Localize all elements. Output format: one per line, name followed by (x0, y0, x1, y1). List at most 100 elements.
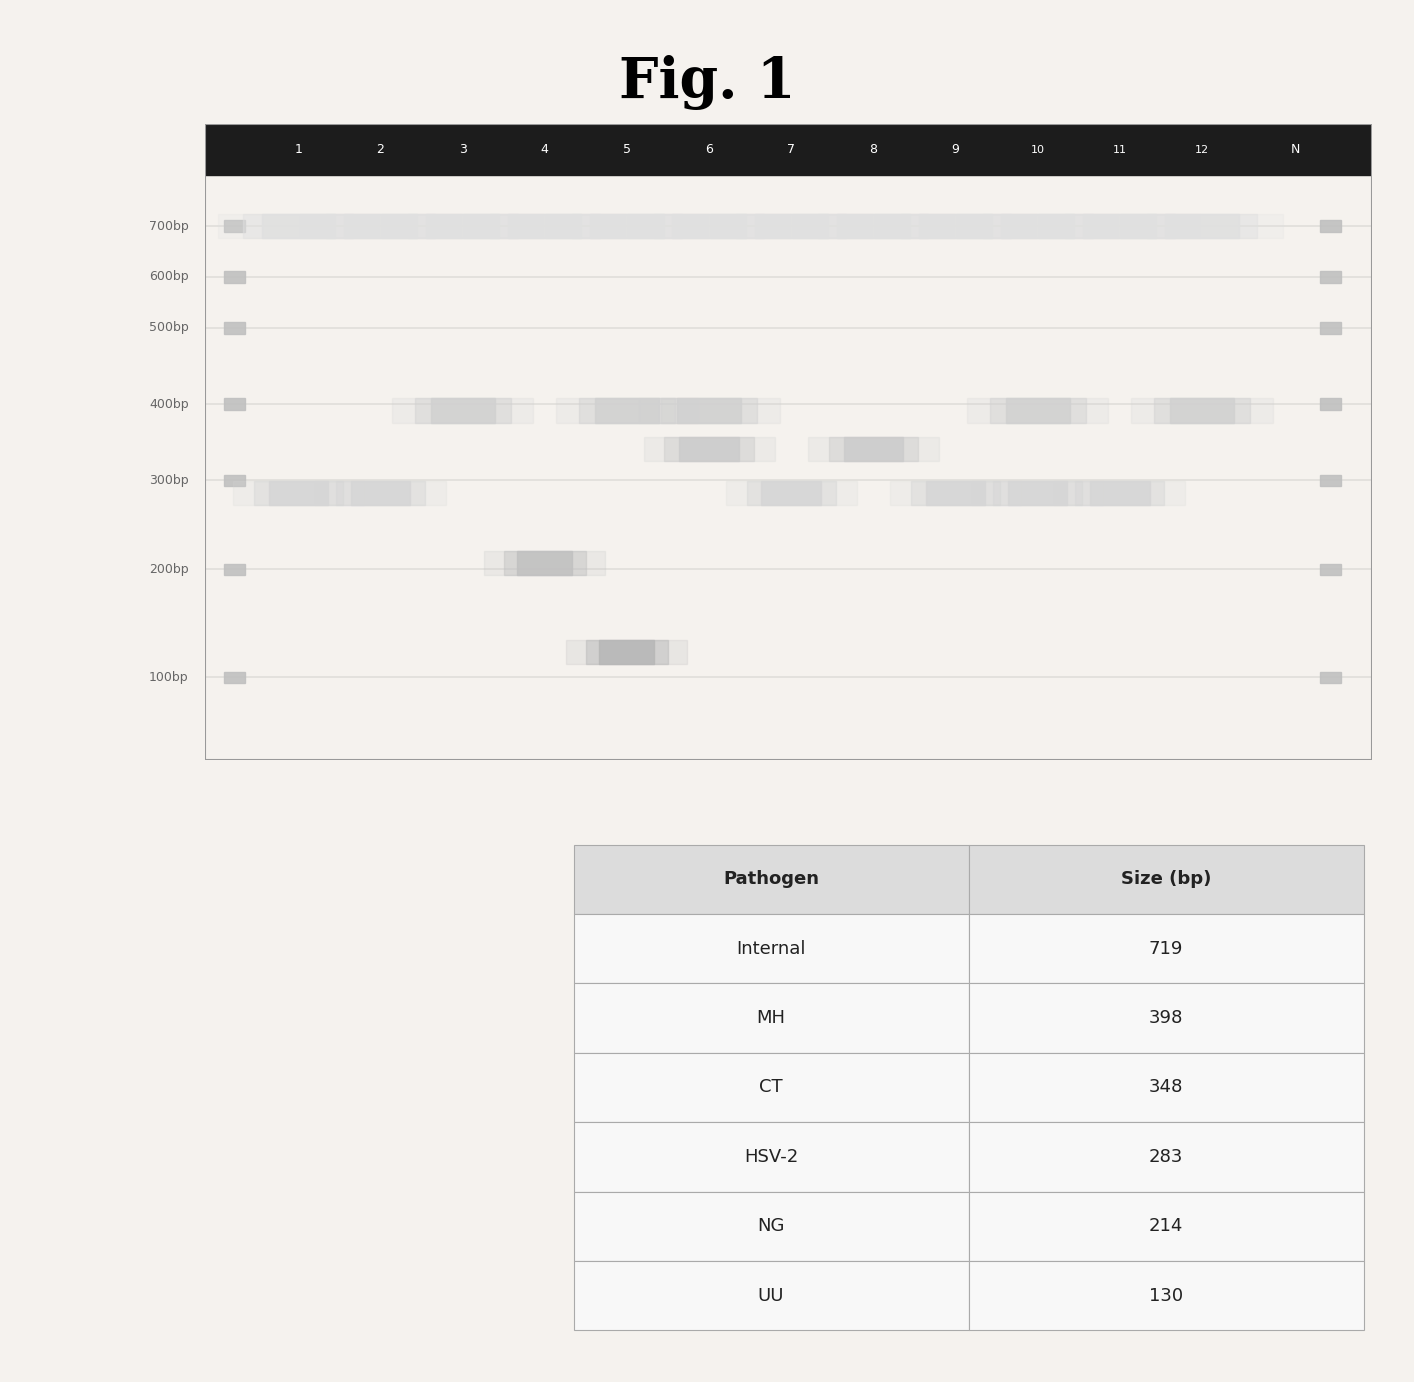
Text: Size (bp): Size (bp) (1121, 871, 1212, 889)
Bar (218, 214, 379, 238)
Text: 400bp: 400bp (148, 398, 188, 410)
Bar (223, 564, 245, 575)
Bar (1005, 398, 1070, 423)
Text: 700bp: 700bp (148, 220, 188, 232)
Bar (351, 481, 410, 506)
Text: 7: 7 (788, 144, 795, 156)
Bar (574, 1260, 969, 1331)
Bar (546, 214, 707, 238)
Bar (1321, 672, 1342, 683)
Bar (1321, 220, 1342, 232)
Text: 12: 12 (1195, 145, 1209, 155)
Text: 200bp: 200bp (148, 562, 188, 576)
Bar (223, 398, 245, 410)
Bar (574, 914, 969, 984)
Bar (747, 481, 836, 506)
Bar (919, 214, 993, 238)
Bar (269, 481, 328, 506)
Bar (1165, 214, 1239, 238)
Text: MH: MH (756, 1009, 786, 1027)
Text: 300bp: 300bp (148, 474, 188, 486)
Bar (1321, 398, 1342, 410)
Bar (711, 214, 872, 238)
Text: HSV-2: HSV-2 (744, 1148, 799, 1166)
Bar (1321, 271, 1342, 283)
Bar (1154, 398, 1250, 423)
Text: 2: 2 (376, 144, 385, 156)
Bar (600, 640, 655, 665)
Bar (844, 437, 904, 460)
Bar (574, 844, 969, 914)
Bar (223, 220, 245, 232)
Bar (1131, 398, 1273, 423)
Bar (1055, 481, 1185, 506)
Text: 6: 6 (706, 144, 713, 156)
Bar (643, 437, 775, 460)
Bar (655, 214, 764, 238)
Bar (300, 214, 461, 238)
Bar (590, 214, 663, 238)
Bar (464, 214, 625, 238)
Bar (1065, 214, 1175, 238)
Bar (382, 214, 543, 238)
Text: NG: NG (758, 1218, 785, 1236)
Text: UU: UU (758, 1287, 785, 1305)
Bar (1121, 214, 1282, 238)
Text: 3: 3 (458, 144, 467, 156)
Bar (971, 481, 1103, 506)
Bar (223, 271, 245, 283)
Bar (233, 481, 363, 506)
Text: 100bp: 100bp (148, 670, 188, 684)
Bar (761, 481, 822, 506)
Bar (1321, 322, 1342, 333)
Bar (243, 214, 354, 238)
Text: 348: 348 (1148, 1078, 1184, 1096)
Bar (725, 481, 857, 506)
Bar (967, 398, 1109, 423)
Text: N: N (1291, 144, 1301, 156)
Text: 9: 9 (952, 144, 960, 156)
Bar (392, 398, 533, 423)
Bar (414, 398, 510, 423)
Text: 1: 1 (294, 144, 303, 156)
Bar (325, 214, 436, 238)
Bar (628, 214, 790, 238)
Text: CT: CT (759, 1078, 783, 1096)
Bar (677, 398, 741, 423)
Bar (1169, 398, 1234, 423)
Bar (335, 481, 426, 506)
Bar (567, 640, 687, 665)
Bar (969, 914, 1363, 984)
Text: 719: 719 (1148, 940, 1184, 958)
Text: Fig. 1: Fig. 1 (619, 55, 795, 111)
Text: 10: 10 (1031, 145, 1045, 155)
Bar (990, 398, 1086, 423)
Bar (1083, 214, 1157, 238)
Bar (571, 214, 682, 238)
Bar (639, 398, 779, 423)
Bar (1075, 481, 1165, 506)
Bar (508, 214, 581, 238)
Bar (205, 124, 1372, 176)
Text: 4: 4 (540, 144, 549, 156)
Text: 11: 11 (1113, 145, 1127, 155)
Bar (1090, 481, 1150, 506)
Bar (755, 214, 827, 238)
Bar (503, 551, 585, 575)
Bar (673, 214, 745, 238)
Bar (679, 437, 740, 460)
Bar (556, 398, 697, 423)
Bar (574, 984, 969, 1053)
Bar (344, 214, 417, 238)
Text: 5: 5 (624, 144, 631, 156)
Bar (1001, 214, 1075, 238)
Bar (957, 214, 1118, 238)
Bar (969, 844, 1363, 914)
Bar (807, 437, 939, 460)
Bar (911, 481, 1000, 506)
Bar (484, 551, 605, 575)
Bar (819, 214, 929, 238)
Bar (253, 481, 344, 506)
Bar (1321, 474, 1342, 486)
Bar (407, 214, 518, 238)
